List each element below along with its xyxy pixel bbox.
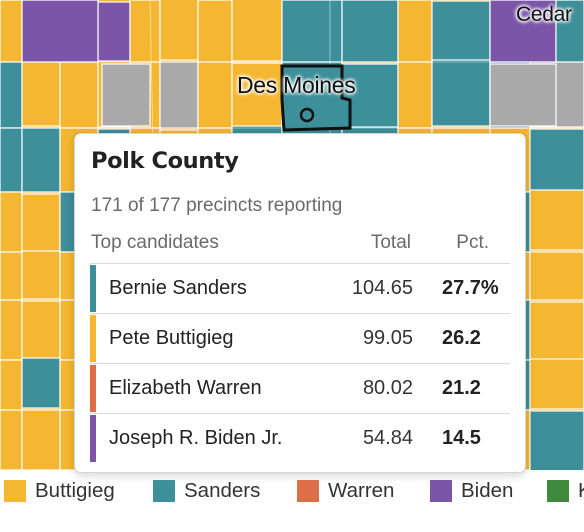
legend-label: Buttigieg [35,479,115,502]
county-shape[interactable] [21,250,61,300]
county-shape[interactable] [0,359,23,411]
county-shape[interactable] [281,0,343,63]
city-label-des-moines: Des Moines [237,72,356,98]
candidate-color-swatch [90,265,96,312]
candidate-color-swatch [90,415,96,462]
candidate-name: Bernie Sanders [109,277,247,299]
legend-label: K [578,479,584,503]
county-shape[interactable] [21,0,99,63]
header-pct: Pct. [456,232,489,253]
city-label-cedar: Cedar [516,3,572,26]
candidate-name: Elizabeth Warren [109,377,262,399]
legend-swatch [4,480,26,502]
candidate-table: Bernie Sanders 104.65 27.7% Pete Buttigieg 9… [90,263,510,463]
county-shape[interactable] [21,127,61,193]
county-shape[interactable] [231,0,283,62]
county-shape[interactable] [529,128,584,194]
candidate-pct: 14.5 [442,427,481,449]
legend-swatch [297,480,319,502]
county-shape[interactable] [341,0,399,63]
county-shape[interactable] [431,0,491,64]
county-shape[interactable] [59,61,99,129]
county-shape[interactable] [0,127,23,193]
candidate-total: 54.84 [362,427,413,449]
county-shape[interactable] [159,61,199,129]
map-legend: Buttigieg Sanders Warren Biden K [0,478,584,504]
county-shape[interactable] [489,63,557,127]
county-shape[interactable] [397,61,433,129]
county-shape[interactable] [431,59,491,127]
county-shape[interactable] [529,301,584,363]
candidate-total: 104.65 [351,277,413,299]
candidate-row: Joseph R. Biden Jr. 54.84 14.5 [90,413,510,463]
legend-swatch [153,480,175,502]
county-shape[interactable] [0,61,23,129]
county-name: Polk County [91,148,239,174]
county-shape[interactable] [555,0,584,63]
county-shape[interactable] [197,0,233,63]
county-shape[interactable] [529,189,584,251]
county-shape[interactable] [21,59,61,127]
candidate-row: Bernie Sanders 104.65 27.7% [90,263,510,313]
legend-swatch [430,480,452,502]
legend-swatch [547,480,569,502]
polk-county-highlight[interactable] [280,64,352,132]
legend-label: Sanders [184,479,261,502]
county-shape[interactable] [101,63,151,127]
candidate-color-swatch [90,315,96,362]
county-shape[interactable] [0,299,23,361]
county-shape[interactable] [0,251,23,301]
candidate-name: Joseph R. Biden Jr. [109,427,283,449]
county-shape[interactable] [21,300,61,362]
county-shape[interactable] [21,409,61,470]
candidate-pct: 27.7% [442,277,499,299]
county-tooltip: Polk County 171 of 177 precincts reporti… [74,133,526,473]
precincts-reporting: 171 of 177 precincts reporting [91,195,343,216]
county-shape[interactable] [159,0,199,61]
header-total: Total [370,232,411,253]
county-shape[interactable] [529,410,584,470]
candidate-pct: 21.2 [442,377,481,399]
legend-label: Warren [328,479,395,502]
candidate-name: Pete Buttigieg [109,327,234,349]
county-shape[interactable] [529,358,584,410]
county-shape[interactable] [0,409,23,470]
candidate-total: 99.05 [362,327,413,349]
county-shape[interactable] [0,0,23,63]
county-shape[interactable] [197,61,233,129]
county-shape[interactable] [21,357,61,409]
candidate-row: Elizabeth Warren 80.02 21.2 [90,363,510,413]
county-shape[interactable] [231,62,283,130]
county-shape[interactable] [129,0,161,63]
legend-label: Biden [461,479,514,502]
candidate-total: 80.02 [362,377,413,399]
county-shape[interactable] [529,251,584,301]
county-shape[interactable] [0,191,23,253]
county-shape[interactable] [21,193,61,255]
candidate-pct: 26.2 [442,327,481,349]
candidate-row: Pete Buttigieg 99.05 26.2 [90,313,510,363]
header-top-candidates: Top candidates [91,232,219,253]
county-shape[interactable] [97,1,131,65]
candidate-color-swatch [90,365,96,412]
county-shape[interactable] [397,0,433,63]
